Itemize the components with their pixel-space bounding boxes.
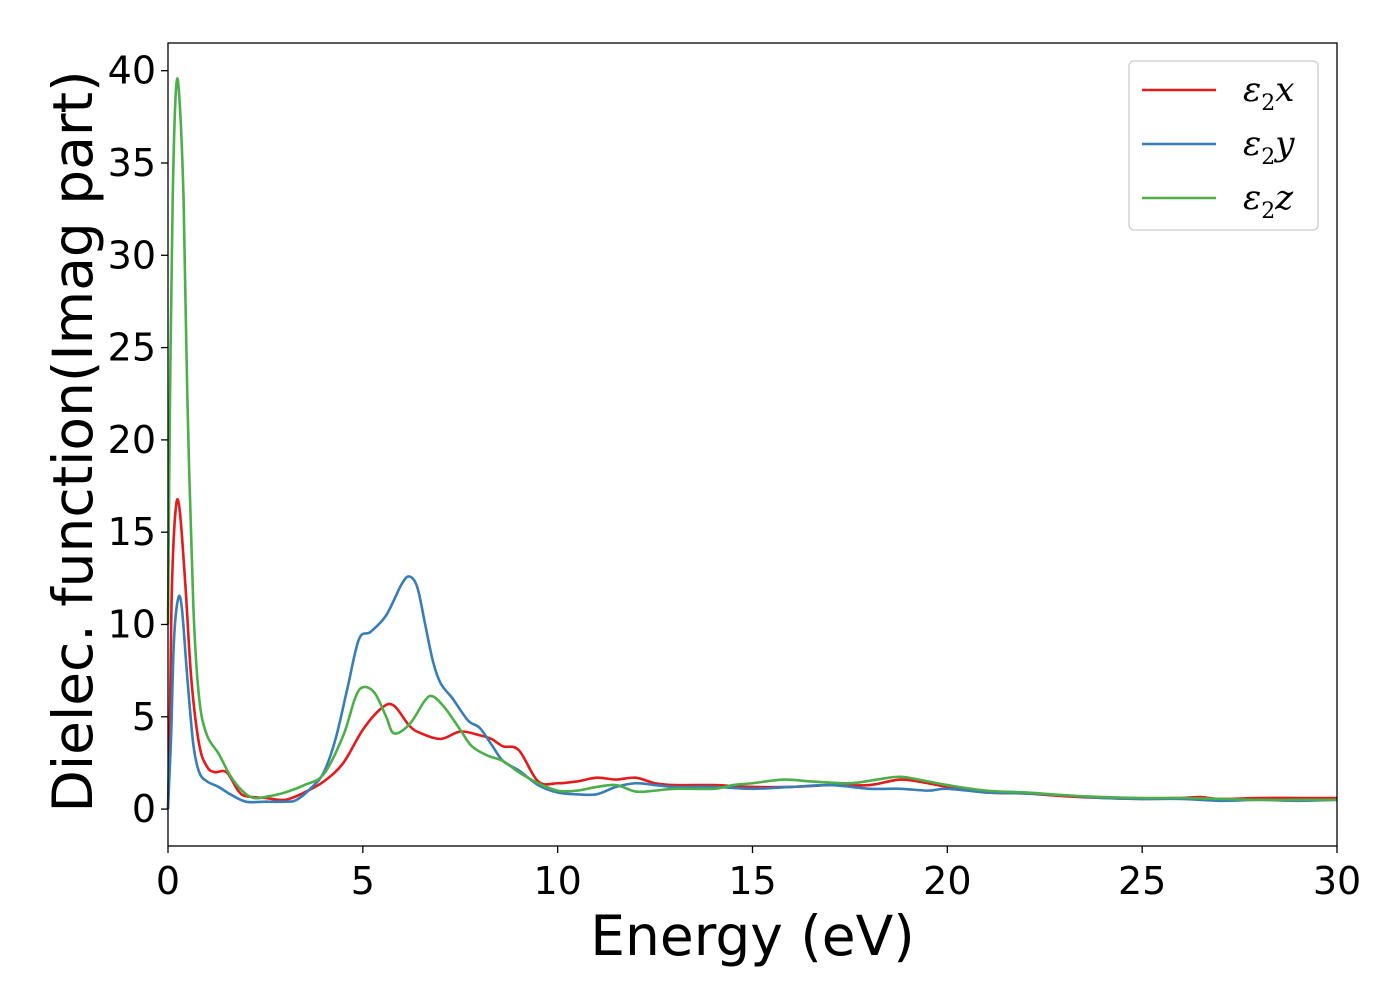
- y-tick-label: 40: [108, 49, 156, 93]
- x-tick-label: 10: [533, 859, 581, 903]
- y-tick-label: 0: [132, 787, 156, 831]
- y-axis-ticks: 0 5 10 15 20 25 30 35 40: [108, 49, 168, 831]
- y-tick-label: 10: [108, 602, 156, 646]
- legend-label-x: ε2x: [1243, 70, 1294, 116]
- legend-label-subscript: 2: [1261, 145, 1275, 170]
- legend-label-base: ε: [1243, 178, 1261, 218]
- legend-label-y: ε2y: [1243, 124, 1295, 170]
- series-line-y: [166, 575, 1338, 810]
- series-line-z: [166, 77, 1337, 802]
- series-layer: [166, 77, 1338, 810]
- x-tick-label: 15: [728, 859, 776, 903]
- y-tick-label: 30: [108, 233, 156, 277]
- legend-label-subscript: 2: [1261, 91, 1275, 116]
- y-tick-label: 5: [132, 695, 156, 739]
- legend-box: [1128, 60, 1319, 231]
- x-tick-label: 25: [1118, 859, 1166, 903]
- y-tick-label: 25: [108, 326, 156, 370]
- legend-label-z: ε2z: [1243, 178, 1294, 224]
- legend-label-base: ε: [1243, 124, 1261, 164]
- legend-label-subscript: 2: [1261, 199, 1275, 224]
- x-tick-label: 20: [923, 859, 971, 903]
- x-tick-label: 0: [156, 859, 180, 903]
- x-axis-ticks: 0 5 10 15 20 25 30: [156, 846, 1361, 903]
- y-tick-label: 35: [108, 141, 156, 185]
- legend-label-var: x: [1275, 70, 1294, 110]
- x-tick-label: 30: [1313, 859, 1361, 903]
- y-tick-label: 20: [108, 418, 156, 462]
- legend-label-var: y: [1273, 124, 1295, 164]
- legend-label-base: ε: [1243, 70, 1261, 110]
- y-axis-label: Dielec. function(Imag part): [41, 70, 105, 812]
- y-tick-label: 15: [108, 510, 156, 554]
- legend-label-var: z: [1274, 178, 1294, 218]
- x-axis-label: Energy (eV): [590, 904, 914, 968]
- x-tick-label: 5: [351, 859, 375, 903]
